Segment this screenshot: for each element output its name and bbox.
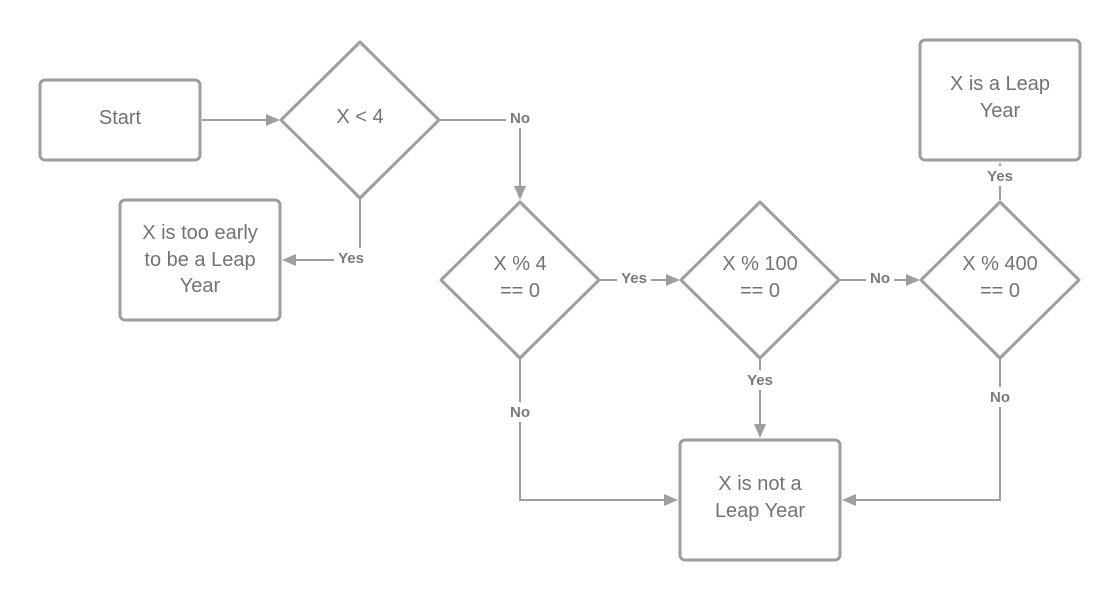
- edge-label-mod400-no: No: [990, 389, 1010, 406]
- arrowhead: [842, 494, 856, 506]
- edges: [202, 114, 1004, 506]
- is-leap-label-line-2: Year: [980, 100, 1021, 122]
- edge-mod400-no: [854, 358, 1001, 501]
- edge-label-mod100-no: No: [870, 270, 890, 287]
- decision-mod400-label-line-2: == 0: [980, 280, 1020, 302]
- arrowhead: [666, 274, 680, 286]
- start-node: [38, 78, 202, 162]
- is-leap-node: [918, 38, 1082, 162]
- not-leap-label-line-1: X is not a: [718, 473, 802, 495]
- label-background: [743, 370, 777, 390]
- edge-label-mod100-yes: Yes: [747, 372, 773, 389]
- arrowhead: [282, 254, 296, 266]
- arrowhead: [664, 494, 678, 506]
- nodes: Start X < 4 X is too early to be a Leap …: [38, 38, 1082, 562]
- arrowhead: [906, 274, 920, 286]
- label-background: [506, 402, 534, 422]
- too-early-node: [118, 198, 282, 322]
- too-early-label-line-3: Year: [180, 275, 221, 297]
- label-background: [983, 166, 1017, 186]
- not-leap-label-line-2: Leap Year: [715, 500, 805, 522]
- edge-label-lt4-yes: Yes: [338, 250, 364, 267]
- label-background: [617, 268, 651, 288]
- decision-lt4-label: X < 4: [336, 106, 383, 128]
- label-background: [986, 387, 1014, 407]
- decision-mod4-label-line-1: X % 4: [493, 253, 546, 275]
- edge-label-lt4-no: No: [510, 110, 530, 127]
- edge-labels: No Yes Yes No No Yes Yes No: [334, 108, 1017, 422]
- decision-mod100-label-line-2: == 0: [740, 280, 780, 302]
- edge-label-mod4-yes: Yes: [621, 270, 647, 287]
- too-early-label-line-2: to be a Leap: [144, 249, 255, 271]
- start-node-label: Start: [99, 107, 142, 129]
- arrowhead: [266, 114, 280, 126]
- not-leap-node: [678, 438, 842, 562]
- edge-mod4-no: [519, 358, 666, 501]
- decision-mod400-label-line-1: X % 400: [962, 253, 1038, 275]
- label-background: [506, 108, 534, 128]
- decision-lt4-node: [279, 40, 441, 200]
- decision-mod4-node: [439, 200, 601, 360]
- is-leap-label-line-1: X is a Leap: [950, 73, 1050, 95]
- edge-label-mod400-yes: Yes: [987, 168, 1013, 185]
- too-early-label-line-1: X is too early: [142, 222, 258, 244]
- label-background: [334, 248, 368, 268]
- decision-mod100-node: [679, 200, 841, 360]
- decision-mod100-label-line-1: X % 100: [722, 253, 798, 275]
- decision-mod400-node: [919, 200, 1081, 360]
- decision-mod4-label-line-2: == 0: [500, 280, 540, 302]
- edge-label-mod4-no: No: [510, 404, 530, 421]
- arrowhead: [514, 186, 526, 200]
- label-background: [866, 268, 894, 288]
- edge-lt4-no: [439, 119, 521, 188]
- arrowhead: [754, 424, 766, 438]
